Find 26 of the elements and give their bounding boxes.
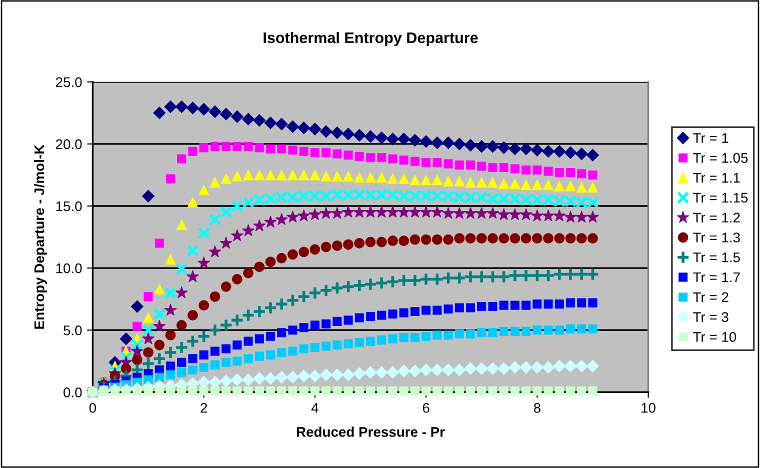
y-tick-label: 15.0 bbox=[56, 201, 82, 212]
y-tick-label: 5.0 bbox=[64, 325, 82, 336]
x-tick-label: 0 bbox=[89, 402, 96, 413]
legend-label: Tr = 1.05 bbox=[693, 153, 748, 163]
y-tick-label: 20.0 bbox=[56, 139, 82, 150]
x-tick-label: 2 bbox=[200, 402, 207, 413]
x-axis-title: Reduced Pressure - Pr bbox=[296, 426, 445, 437]
y-axis-title: Entropy Departure - J/mol-K bbox=[34, 144, 47, 329]
y-tick-label: 0.0 bbox=[64, 388, 82, 398]
x-tick-label: 10 bbox=[642, 402, 656, 413]
legend-label: Tr = 1.15 bbox=[693, 192, 748, 203]
x-tick-label: 6 bbox=[422, 402, 430, 413]
y-tick-label: 10.0 bbox=[56, 263, 82, 274]
legend-label: Tr = 1.2 bbox=[693, 212, 740, 222]
legend-label: Tr = 1.3 bbox=[693, 232, 740, 242]
legend-label: Tr = 1.5 bbox=[693, 252, 740, 262]
chart-title: Isothermal Entropy Departure bbox=[264, 32, 478, 46]
legend-label: Tr = 1.1 bbox=[693, 173, 740, 183]
legend-label: Tr = 1.7 bbox=[693, 272, 740, 282]
legend-label: Tr = 3 bbox=[693, 312, 728, 322]
legend-label: Tr = 2 bbox=[693, 292, 728, 302]
y-tick-label: 25.0 bbox=[56, 77, 82, 88]
x-tick-label: 8 bbox=[534, 402, 540, 413]
legend-label: Tr = 1 bbox=[693, 133, 728, 143]
x-tick-label: 4 bbox=[311, 403, 318, 413]
legend-label: Tr = 10 bbox=[693, 332, 736, 342]
